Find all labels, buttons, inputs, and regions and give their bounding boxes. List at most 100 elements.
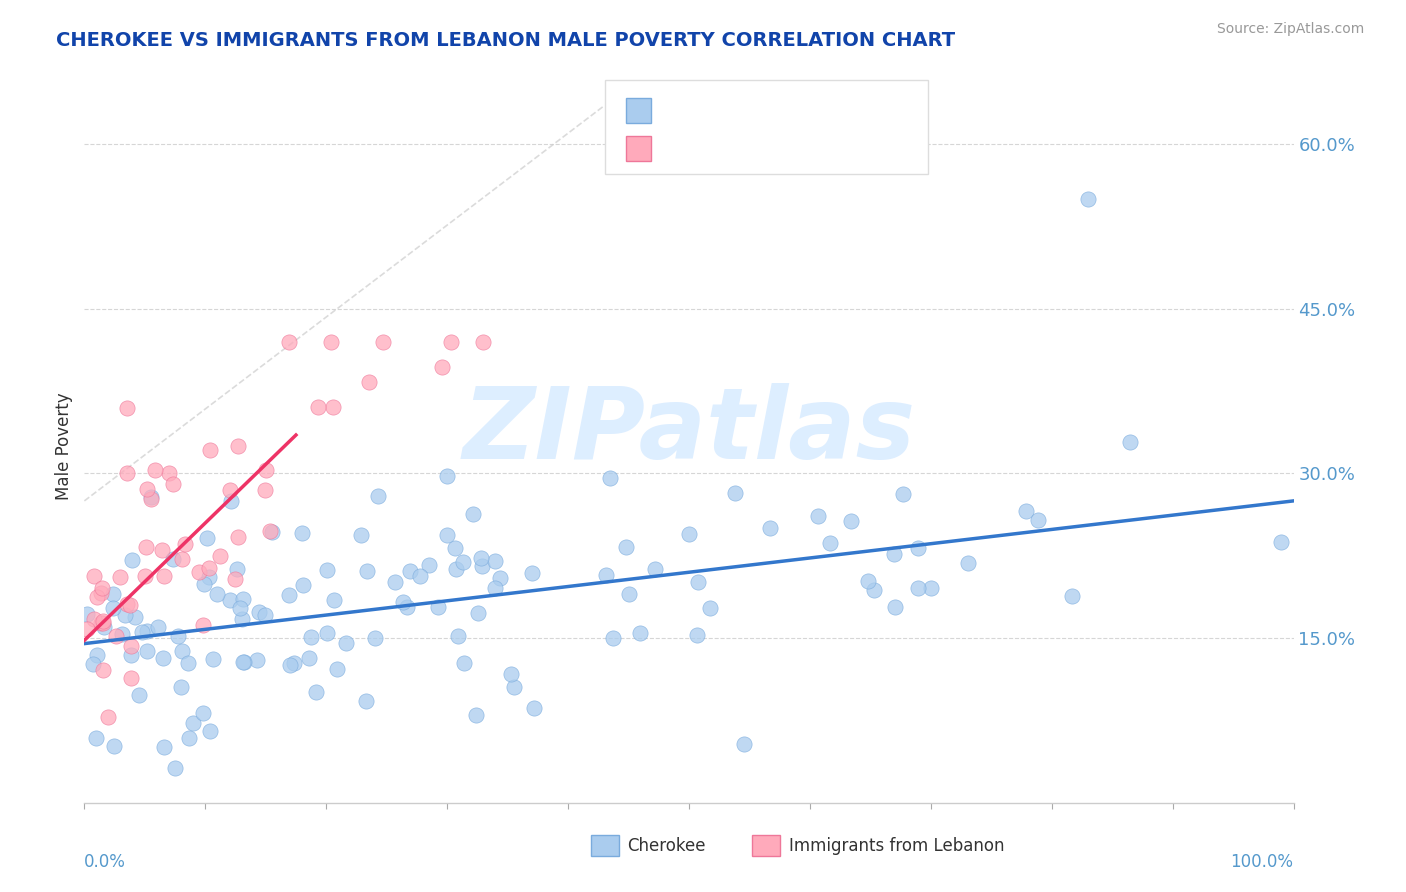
Point <box>153 569 176 583</box>
Point <box>891 487 914 501</box>
Text: 0.550: 0.550 <box>700 138 752 156</box>
Text: 124: 124 <box>797 101 832 119</box>
Point <box>139 491 162 506</box>
Point <box>110 570 132 584</box>
Point <box>219 593 242 607</box>
Point <box>384 575 406 590</box>
Point <box>226 562 249 576</box>
Point <box>208 549 231 563</box>
Point <box>150 543 173 558</box>
Point <box>162 476 184 491</box>
Point <box>957 556 980 570</box>
Point <box>733 737 755 751</box>
Point <box>259 524 281 538</box>
Point <box>229 601 252 615</box>
Point <box>120 639 142 653</box>
Point <box>232 591 254 606</box>
Point <box>432 360 454 375</box>
Point <box>1026 513 1049 527</box>
Point <box>807 509 830 524</box>
Point <box>305 685 328 699</box>
Point <box>179 731 201 745</box>
Point <box>103 739 125 753</box>
Point <box>90 615 112 630</box>
Point <box>86 590 108 604</box>
Point <box>115 401 138 415</box>
Point <box>1015 504 1038 518</box>
Point <box>93 663 115 677</box>
Point <box>114 607 136 622</box>
Point <box>262 524 284 539</box>
Point <box>254 607 277 622</box>
Text: 0.361: 0.361 <box>700 101 752 119</box>
Point <box>326 662 349 676</box>
Point <box>364 631 387 645</box>
Point <box>205 587 228 601</box>
Point <box>907 541 929 556</box>
Point <box>136 644 159 658</box>
Point <box>82 657 104 672</box>
Point <box>120 671 142 685</box>
Point <box>1077 192 1099 206</box>
Point <box>863 582 886 597</box>
Point <box>444 562 467 576</box>
Point <box>599 471 621 485</box>
Point <box>174 537 197 551</box>
Point <box>177 656 200 670</box>
Point <box>471 334 494 349</box>
Point <box>501 667 523 681</box>
Point <box>121 553 143 567</box>
Point <box>724 486 747 500</box>
Point <box>447 630 470 644</box>
Point <box>315 563 337 577</box>
Text: 51: 51 <box>797 138 820 156</box>
Point <box>198 723 221 738</box>
Text: Cherokee: Cherokee <box>627 837 706 855</box>
Text: 0.0%: 0.0% <box>84 853 127 871</box>
Point <box>678 527 700 541</box>
Point <box>170 680 193 694</box>
Point <box>1062 589 1084 603</box>
Point <box>292 578 315 592</box>
Text: 100.0%: 100.0% <box>1230 853 1294 871</box>
Point <box>91 581 114 595</box>
Point <box>461 507 484 521</box>
Point <box>198 570 221 584</box>
Point <box>688 575 710 590</box>
Point <box>221 494 243 508</box>
Point <box>436 469 458 483</box>
Point <box>131 624 153 639</box>
Point <box>76 607 98 621</box>
Point <box>191 618 214 632</box>
Point <box>135 541 157 555</box>
Point <box>277 589 299 603</box>
Point <box>644 561 666 575</box>
Point <box>136 624 159 639</box>
Point <box>322 401 344 415</box>
Point <box>146 620 169 634</box>
Point <box>467 606 489 620</box>
Text: CHEROKEE VS IMMIGRANTS FROM LEBANON MALE POVERTY CORRELATION CHART: CHEROKEE VS IMMIGRANTS FROM LEBANON MALE… <box>56 31 955 50</box>
Point <box>595 568 617 582</box>
Y-axis label: Male Poverty: Male Poverty <box>55 392 73 500</box>
Point <box>247 605 270 619</box>
Point <box>76 622 98 636</box>
Point <box>170 552 193 566</box>
Point <box>489 571 512 585</box>
Point <box>628 626 651 640</box>
Point <box>197 560 219 574</box>
Point <box>191 706 214 721</box>
Point <box>115 466 138 480</box>
Point <box>195 531 218 545</box>
Point <box>91 615 114 630</box>
Text: N =: N = <box>759 101 796 119</box>
Point <box>246 652 269 666</box>
Point <box>139 490 162 504</box>
Text: N =: N = <box>759 138 796 156</box>
Point <box>153 740 176 755</box>
Point <box>278 334 301 349</box>
Point <box>226 439 249 453</box>
Point <box>818 536 841 550</box>
Point <box>231 611 253 625</box>
Text: R =: R = <box>659 101 696 119</box>
